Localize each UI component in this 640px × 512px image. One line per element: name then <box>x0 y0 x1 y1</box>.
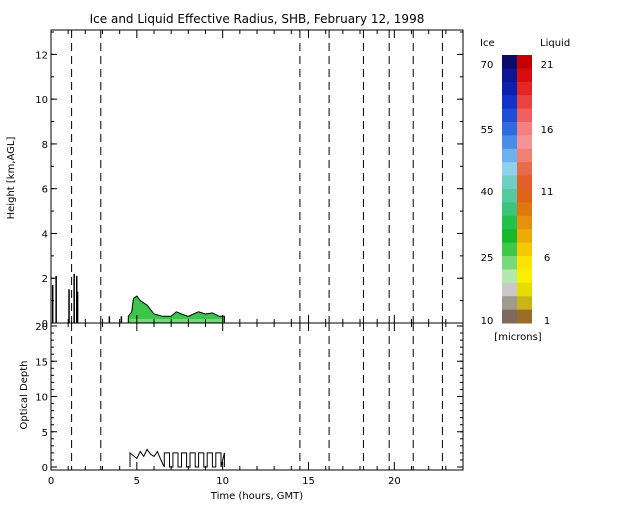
colorbar: Ice Liquid 70 55 40 25 10 21 16 11 6 1 [microns] <box>480 38 570 343</box>
x-tick-label: 15 <box>302 476 315 487</box>
colorbar-units: [microns] <box>494 332 541 343</box>
bottom-x-axis-label: Time (hours, GMT) <box>210 491 304 502</box>
colorbar-liquid-cell <box>517 256 532 270</box>
colorbar-liquid-cell <box>517 68 532 83</box>
colorbar-ice-cell <box>502 68 517 83</box>
effective-radius-panel: Ice and Liquid Effective Radius, SHB, Fe… <box>6 12 464 330</box>
colorbar-ice-tick: 40 <box>481 187 494 198</box>
colorbar-ice-cell <box>502 296 517 311</box>
colorbar-ice-cell <box>502 256 517 270</box>
x-tick-label: 10 <box>216 476 229 487</box>
colorbar-liquid-cell <box>517 122 532 136</box>
colorbar-ice-cell <box>502 269 517 284</box>
top-plot-frame <box>50 29 464 324</box>
colorbar-liquid-cell <box>517 135 532 150</box>
colorbar-ice-cell <box>502 215 517 230</box>
colorbar-liquid-cell <box>517 175 532 190</box>
colorbar-liquid-scale <box>517 55 532 324</box>
colorbar-liquid-cell <box>517 55 532 69</box>
optical-depth-line <box>129 448 225 468</box>
colorbar-ice-tick: 70 <box>481 60 494 71</box>
colorbar-ice-cell <box>502 202 517 217</box>
y-tick-label: 15 <box>35 357 48 368</box>
colorbar-ice-cell <box>502 242 517 257</box>
colorbar-ice-tick: 55 <box>481 125 494 136</box>
colorbar-ice-cell <box>502 95 517 110</box>
colorbar-ice-cell <box>502 282 517 297</box>
colorbar-liquid-cell <box>517 162 532 177</box>
y-tick-label: 12 <box>35 50 48 61</box>
top-small-bars <box>51 273 123 323</box>
colorbar-ice-cell <box>502 81 517 96</box>
colorbar-liquid-tick: 16 <box>541 125 554 136</box>
colorbar-liquid-header: Liquid <box>540 38 570 49</box>
top-chart-title: Ice and Liquid Effective Radius, SHB, Fe… <box>90 12 425 26</box>
optical-depth-series <box>129 448 225 468</box>
colorbar-ice-cell <box>502 309 517 324</box>
colorbar-liquid-cell <box>517 296 532 311</box>
colorbar-liquid-cell <box>517 189 532 203</box>
colorbar-ice-cell <box>502 55 517 69</box>
colorbar-liquid-cell <box>517 242 532 257</box>
colorbar-ice-cell <box>502 175 517 190</box>
colorbar-liquid-cell <box>517 282 532 297</box>
colorbar-ice-tick: 10 <box>481 316 494 327</box>
colorbar-ice-cell <box>502 135 517 150</box>
colorbar-liquid-cell <box>517 202 532 217</box>
colorbar-ice-header: Ice <box>480 38 495 49</box>
colorbar-liquid-tick: 6 <box>544 253 550 264</box>
x-tick-label: 20 <box>388 476 401 487</box>
colorbar-ice-scale <box>502 55 517 324</box>
ice-radius-base-band <box>130 319 223 322</box>
colorbar-ice-cell <box>502 189 517 203</box>
colorbar-liquid-cell <box>517 108 532 123</box>
colorbar-ice-cell <box>502 108 517 123</box>
colorbar-ice-cell <box>502 148 517 163</box>
y-tick-label: 2 <box>42 274 48 285</box>
y-tick-label: 0 <box>42 463 48 474</box>
optical-depth-panel: Optical Depth Time (hours, GMT) 0 5 10 15 20… <box>19 322 464 502</box>
colorbar-liquid-cell <box>517 95 532 110</box>
colorbar-liquid-cell <box>517 215 532 230</box>
colorbar-liquid-cell <box>517 269 532 284</box>
y-tick-label: 5 <box>42 428 48 439</box>
colorbar-liquid-tick: 11 <box>541 187 554 198</box>
y-tick-label: 10 <box>35 393 48 404</box>
ice-radius-fill <box>127 295 225 324</box>
colorbar-liquid-tick: 1 <box>544 316 550 327</box>
colorbar-ice-tick: 25 <box>481 253 494 264</box>
bottom-plot-frame <box>50 322 464 471</box>
colorbar-tick-labels: 70 55 40 25 10 21 16 11 6 1 <box>481 60 554 327</box>
colorbar-ice-cell <box>502 229 517 244</box>
y-tick-label: 4 <box>42 229 48 240</box>
colorbar-liquid-cell <box>517 148 532 163</box>
y-tick-label: 0 <box>42 319 48 330</box>
top-y-axis-label: Height [km,AGL] <box>6 137 17 220</box>
bottom-dashed-lines <box>71 323 443 470</box>
y-tick-label: 6 <box>42 185 48 196</box>
x-tick-label: 5 <box>134 476 140 487</box>
colorbar-liquid-tick: 21 <box>541 60 554 71</box>
ice-radius-region <box>127 295 225 324</box>
bottom-y-axis-label: Optical Depth <box>19 361 30 430</box>
y-tick-label: 10 <box>35 95 48 106</box>
colorbar-liquid-cell <box>517 229 532 244</box>
y-tick-label: 8 <box>42 140 48 151</box>
colorbar-ice-cell <box>502 122 517 136</box>
colorbar-liquid-cell <box>517 81 532 96</box>
colorbar-liquid-cell <box>517 309 532 324</box>
x-tick-label: 0 <box>48 476 54 487</box>
top-dashed-lines <box>71 30 443 323</box>
y-tick-label: 20 <box>35 322 48 333</box>
colorbar-ice-cell <box>502 162 517 177</box>
top-axis-ticks: 0 2 4 6 8 10 12 <box>35 30 464 330</box>
